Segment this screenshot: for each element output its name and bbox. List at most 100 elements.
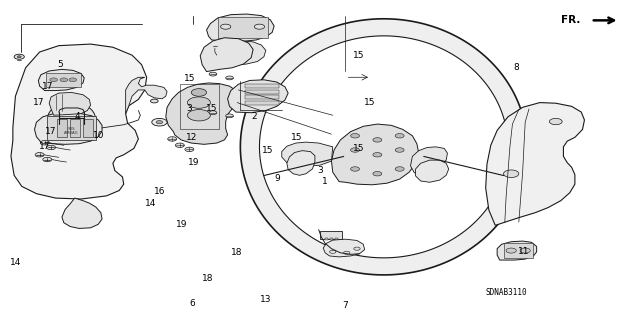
Ellipse shape [47, 103, 95, 134]
Text: 5: 5 [58, 60, 63, 69]
Text: 13: 13 [260, 295, 271, 304]
Text: 17: 17 [42, 82, 53, 91]
Polygon shape [497, 241, 537, 260]
Polygon shape [35, 113, 102, 144]
Circle shape [395, 134, 404, 138]
Polygon shape [200, 38, 253, 71]
Polygon shape [330, 238, 333, 240]
Circle shape [209, 111, 217, 115]
Text: 15: 15 [353, 51, 364, 60]
Text: 15: 15 [262, 145, 273, 154]
Text: 7: 7 [342, 301, 348, 310]
Circle shape [188, 97, 211, 108]
Text: 18: 18 [202, 274, 213, 283]
Circle shape [69, 78, 77, 82]
Circle shape [50, 78, 58, 82]
Polygon shape [325, 238, 328, 240]
Polygon shape [259, 36, 508, 258]
Polygon shape [228, 80, 288, 113]
Ellipse shape [266, 81, 527, 226]
Text: 16: 16 [154, 187, 165, 196]
Polygon shape [125, 77, 167, 114]
Polygon shape [410, 147, 447, 174]
Text: 14: 14 [145, 199, 157, 208]
Text: 15: 15 [364, 98, 376, 107]
Text: 3: 3 [186, 104, 192, 113]
Circle shape [185, 147, 194, 152]
Ellipse shape [250, 73, 543, 234]
Circle shape [191, 89, 207, 96]
Text: 4: 4 [75, 112, 81, 121]
Circle shape [188, 109, 211, 121]
Circle shape [156, 121, 163, 124]
Polygon shape [245, 84, 278, 88]
Text: 17: 17 [33, 98, 44, 107]
Circle shape [330, 250, 336, 253]
Circle shape [60, 78, 68, 82]
Polygon shape [207, 14, 274, 41]
Text: 8: 8 [513, 63, 519, 72]
Circle shape [373, 152, 382, 157]
Ellipse shape [256, 76, 537, 230]
Polygon shape [245, 90, 278, 94]
Text: 3: 3 [317, 166, 323, 175]
Polygon shape [323, 239, 365, 257]
Circle shape [373, 172, 382, 176]
Text: 19: 19 [176, 220, 188, 229]
Circle shape [395, 148, 404, 152]
Circle shape [43, 157, 52, 162]
Circle shape [150, 99, 158, 103]
Polygon shape [38, 69, 84, 91]
Circle shape [549, 118, 562, 125]
Circle shape [520, 248, 531, 253]
Polygon shape [11, 44, 147, 199]
Polygon shape [415, 160, 449, 182]
Polygon shape [332, 124, 419, 185]
Circle shape [351, 134, 360, 138]
Polygon shape [218, 41, 266, 65]
Polygon shape [58, 119, 67, 137]
Circle shape [221, 24, 231, 29]
Text: 1: 1 [322, 177, 328, 186]
Polygon shape [62, 198, 102, 228]
Circle shape [344, 251, 350, 254]
Text: 6: 6 [189, 299, 195, 308]
Polygon shape [282, 142, 333, 167]
Polygon shape [287, 151, 315, 175]
Text: 10: 10 [93, 131, 104, 140]
Circle shape [504, 170, 519, 178]
Text: 12: 12 [186, 133, 197, 142]
Circle shape [226, 76, 234, 80]
Text: 17: 17 [39, 142, 51, 151]
Polygon shape [218, 17, 268, 38]
Polygon shape [49, 93, 91, 115]
Polygon shape [166, 83, 239, 144]
Circle shape [395, 167, 404, 171]
Polygon shape [504, 243, 534, 258]
Polygon shape [241, 19, 527, 275]
Text: 11: 11 [518, 247, 530, 256]
Polygon shape [245, 95, 278, 100]
Polygon shape [47, 116, 96, 140]
Text: 18: 18 [232, 248, 243, 257]
Text: FR.: FR. [561, 15, 580, 26]
Polygon shape [335, 238, 339, 240]
Circle shape [254, 24, 264, 29]
Circle shape [209, 72, 217, 76]
Circle shape [175, 143, 184, 147]
Text: 15: 15 [206, 104, 218, 113]
Circle shape [373, 138, 382, 142]
Circle shape [14, 54, 24, 59]
Text: 15: 15 [184, 74, 195, 83]
Text: 19: 19 [188, 158, 200, 167]
Circle shape [35, 152, 44, 157]
Text: 2: 2 [252, 112, 257, 121]
Polygon shape [320, 231, 342, 239]
Polygon shape [70, 119, 80, 137]
Circle shape [40, 141, 49, 145]
Text: 15: 15 [291, 133, 302, 142]
Circle shape [506, 248, 516, 253]
Circle shape [351, 167, 360, 171]
Circle shape [168, 137, 177, 141]
Circle shape [354, 247, 360, 250]
